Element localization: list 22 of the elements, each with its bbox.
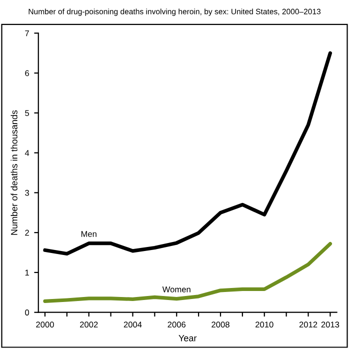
- y-tick-label: 3: [25, 190, 29, 196]
- y-tick-label: 0: [25, 310, 30, 316]
- y-tick-label: 4: [24, 150, 30, 156]
- x-tick-label: 2006: [168, 322, 186, 328]
- x-tick-label: 2013: [321, 322, 340, 328]
- x-tick-label: 2008: [212, 322, 230, 328]
- x-tick-label: 2000: [36, 322, 54, 328]
- x-tick-label: 2012: [299, 322, 318, 328]
- x-tick-label: 2010: [256, 322, 274, 328]
- x-tick-label: 2002: [80, 322, 98, 328]
- y-axis-title: Number of deaths in thousands: [10, 110, 18, 235]
- series-label: Women: [162, 286, 190, 292]
- y-tick-label: 2: [25, 230, 29, 236]
- y-tick-label: 5: [25, 110, 30, 116]
- series-label: Men: [81, 231, 96, 237]
- y-tick-label: 7: [25, 30, 29, 36]
- x-tick-label: 2004: [124, 322, 142, 328]
- y-tick-label: 6: [25, 70, 29, 76]
- line-series: [43, 51, 332, 256]
- y-tick-label: 1: [25, 270, 29, 276]
- line-series: [43, 242, 332, 303]
- x-axis-title: Year: [178, 335, 197, 342]
